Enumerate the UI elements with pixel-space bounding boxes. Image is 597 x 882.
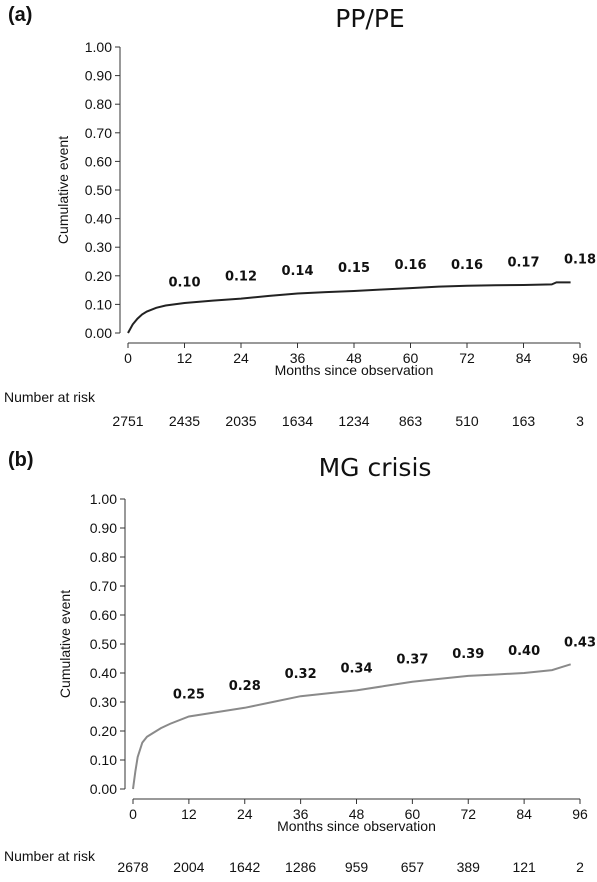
data-label: 0.18	[564, 253, 596, 268]
y-tick-label: 1.00	[85, 39, 112, 55]
risk-table-label: Number at risk	[4, 848, 96, 864]
risk-value: 121	[512, 859, 536, 875]
risk-value: 1234	[338, 413, 369, 429]
x-tick-label: 0	[124, 350, 132, 366]
chart-title: MG crisis	[318, 453, 432, 482]
risk-value: 2678	[117, 859, 148, 875]
y-tick-label: 0.60	[85, 153, 112, 169]
y-tick-label: 0.00	[85, 325, 112, 341]
y-tick-label: 0.10	[85, 296, 112, 312]
data-label: 0.10	[168, 275, 200, 290]
x-tick-label: 36	[290, 350, 306, 366]
risk-value: 863	[399, 413, 423, 429]
data-label: 0.34	[340, 661, 372, 676]
series-line	[132, 663, 571, 790]
y-tick-label: 0.40	[85, 211, 112, 227]
x-tick-label: 24	[233, 350, 249, 366]
y-tick-label: 0.10	[90, 752, 117, 768]
risk-value: 657	[401, 859, 425, 875]
data-label: 0.25	[173, 688, 205, 703]
risk-value: 1634	[282, 413, 313, 429]
risk-value: 510	[455, 413, 479, 429]
y-tick-label: 0.90	[90, 520, 117, 536]
y-tick-label: 0.30	[90, 694, 117, 710]
risk-value: 389	[457, 859, 481, 875]
risk-value: 2435	[169, 413, 200, 429]
x-tick-label: 84	[516, 350, 532, 366]
data-label: 0.37	[396, 653, 428, 668]
y-tick-label: 0.50	[85, 182, 112, 198]
y-tick-label: 1.00	[90, 491, 117, 507]
panel-b: (b) MG crisis 0.00 0.10 0.20 0.30 0.40 0.50 0.…	[0, 441, 597, 882]
x-tick-label: 84	[516, 806, 532, 822]
x-tick-label: 0	[129, 806, 137, 822]
x-tick-label: 96	[572, 806, 588, 822]
data-label: 0.12	[225, 270, 257, 285]
y-tick-label: 0.60	[90, 607, 117, 623]
y-tick-label: 0.90	[85, 68, 112, 84]
data-label: 0.16	[451, 258, 483, 273]
y-tick-label: 0.80	[85, 96, 112, 112]
x-tick-label: 60	[403, 350, 419, 366]
risk-value: 163	[512, 413, 536, 429]
risk-value: 2751	[112, 413, 143, 429]
data-label: 0.39	[452, 647, 484, 662]
data-label: 0.17	[507, 255, 539, 270]
chart-svg-a: 0.00 0.10 0.20 0.30 0.40 0.50 0.60 0.70 0.80 0.90…	[4, 39, 596, 429]
risk-value: 1642	[229, 859, 260, 875]
x-tick-label: 36	[293, 806, 309, 822]
y-tick-label: 0.00	[90, 781, 117, 797]
x-tick-label: 96	[572, 350, 588, 366]
data-label: 0.15	[338, 261, 370, 276]
y-tick-label: 0.20	[90, 723, 117, 739]
y-tick-label: 0.30	[85, 239, 112, 255]
x-axis-title: Months since observation	[275, 362, 434, 378]
y-tick-label: 0.50	[90, 636, 117, 652]
series-line	[127, 281, 571, 334]
y-tick-label: 0.40	[90, 665, 117, 681]
risk-value: 2035	[225, 413, 256, 429]
risk-value: 1286	[285, 859, 316, 875]
data-label: 0.16	[394, 258, 426, 273]
data-label: 0.40	[508, 644, 540, 659]
data-label: 0.32	[285, 667, 317, 682]
x-tick-label: 12	[177, 350, 193, 366]
y-tick-label: 0.70	[90, 578, 117, 594]
x-tick-label: 72	[460, 806, 476, 822]
x-tick-label: 72	[459, 350, 475, 366]
x-tick-label: 24	[237, 806, 253, 822]
panel-a: (a) PP/PE 0.00 0.10 0.20 0.30 0.40 0.50 0.60 0.…	[4, 4, 596, 429]
panel-label: (b)	[8, 449, 34, 471]
x-tick-label: 60	[405, 806, 421, 822]
y-tick-label: 0.80	[90, 549, 117, 565]
x-axis-title: Months since observation	[277, 818, 436, 834]
y-tick-label: 0.70	[85, 125, 112, 141]
y-tick-label: 0.20	[85, 268, 112, 284]
x-tick-label: 48	[349, 806, 365, 822]
chart-title: PP/PE	[335, 4, 405, 33]
panel-label: (a)	[8, 4, 33, 26]
x-tick-label: 48	[346, 350, 362, 366]
risk-value: 2	[576, 859, 584, 875]
data-label: 0.43	[564, 635, 596, 650]
risk-value: 2004	[173, 859, 204, 875]
risk-value: 959	[345, 859, 369, 875]
y-axis-title: Cumulative event	[55, 136, 71, 244]
risk-table-label: Number at risk	[4, 389, 96, 405]
x-tick-label: 12	[181, 806, 197, 822]
chart-svg-b: 0.00 0.10 0.20 0.30 0.40 0.50 0.60 0.70 0.80 0.90…	[4, 491, 596, 875]
data-label: 0.14	[281, 264, 313, 279]
y-axis-title: Cumulative event	[57, 590, 73, 698]
data-label: 0.28	[229, 679, 261, 694]
risk-value: 3	[576, 413, 584, 429]
